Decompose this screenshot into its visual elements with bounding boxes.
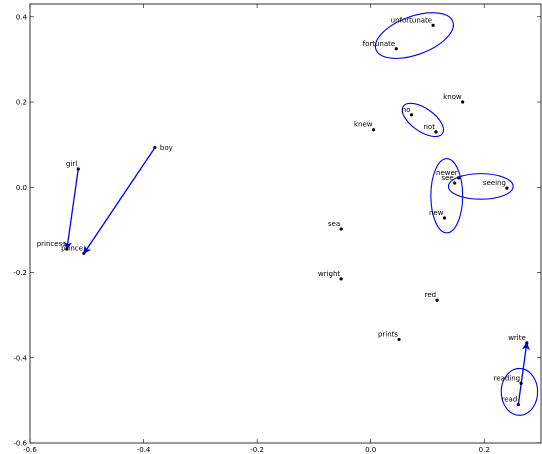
x-tick-label: -0.4 bbox=[137, 446, 151, 454]
cluster-ellipse bbox=[401, 102, 445, 138]
y-tick-label: 0.0 bbox=[16, 184, 27, 192]
cluster-ellipses bbox=[374, 12, 539, 416]
word-point bbox=[457, 176, 461, 180]
word-label: newer bbox=[436, 169, 458, 177]
word-point bbox=[371, 128, 376, 132]
word-label: unfortunate bbox=[391, 16, 432, 24]
analogy-arrow bbox=[517, 341, 530, 405]
word-point bbox=[339, 277, 343, 281]
y-tick-label: -0.4 bbox=[13, 354, 27, 362]
word-label: prince bbox=[61, 244, 83, 252]
y-tick-label: 0.4 bbox=[16, 13, 28, 21]
analogy-arrows bbox=[63, 147, 530, 405]
word-label: no bbox=[402, 106, 411, 114]
word-label: new bbox=[429, 209, 444, 217]
word-label: read bbox=[502, 396, 518, 404]
word-point bbox=[461, 100, 465, 104]
word-point bbox=[431, 23, 435, 27]
x-tick-label: -0.2 bbox=[250, 446, 264, 454]
cluster-ellipse bbox=[430, 158, 464, 234]
word-label: princess bbox=[37, 240, 67, 248]
word-point bbox=[82, 251, 86, 255]
word-point bbox=[153, 146, 157, 150]
cluster-ellipse bbox=[500, 367, 539, 416]
axes: -0.6 -0.4 -0.2 0.0 0.2 -0.6 -0.4 -0.2 0.0 0.2 0.4 bbox=[13, 3, 542, 454]
word-label: boy bbox=[160, 144, 173, 152]
x-tick-label: 0.0 bbox=[365, 446, 376, 454]
word-point bbox=[519, 381, 523, 385]
word-point bbox=[442, 216, 447, 220]
word-label: reading bbox=[494, 374, 521, 382]
word-label: fortunate bbox=[363, 40, 396, 48]
x-tick-label: -0.6 bbox=[23, 446, 37, 454]
analogy-arrow bbox=[63, 168, 79, 251]
plot-frame bbox=[29, 3, 542, 444]
word-label: not bbox=[423, 123, 435, 131]
word-point bbox=[397, 337, 401, 342]
word-label: girl bbox=[66, 160, 77, 168]
word-labels: unfortunate fortunate know no knew not boy girl… bbox=[37, 16, 526, 403]
word-point bbox=[505, 186, 509, 190]
word-point bbox=[394, 47, 398, 51]
word-point bbox=[409, 113, 414, 117]
word-point bbox=[434, 130, 438, 134]
x-tick-label: 0.2 bbox=[479, 446, 490, 454]
word-point bbox=[76, 167, 80, 171]
word-point bbox=[516, 403, 520, 407]
y-tick-label: -0.2 bbox=[13, 269, 27, 277]
word-point bbox=[435, 298, 439, 302]
word-point bbox=[65, 247, 69, 251]
word-label: see bbox=[441, 174, 453, 182]
word-label: write bbox=[508, 334, 526, 342]
word-label: red bbox=[425, 291, 436, 299]
analogy-arrow bbox=[83, 147, 156, 255]
y-tick-label: -0.6 bbox=[13, 440, 27, 448]
word-points bbox=[65, 23, 529, 407]
cluster-ellipse bbox=[374, 12, 454, 59]
word-label: know bbox=[443, 93, 462, 101]
word-point bbox=[453, 181, 457, 185]
cluster-ellipse bbox=[447, 173, 514, 200]
word-label: seeing bbox=[483, 179, 506, 187]
word-label: sea bbox=[328, 220, 340, 228]
word-point bbox=[525, 341, 529, 345]
word-label: prints bbox=[378, 330, 398, 338]
word-point bbox=[339, 227, 343, 231]
word-label: wright bbox=[318, 270, 340, 278]
y-tick-label: 0.2 bbox=[16, 99, 27, 107]
word-label: knew bbox=[354, 121, 373, 129]
